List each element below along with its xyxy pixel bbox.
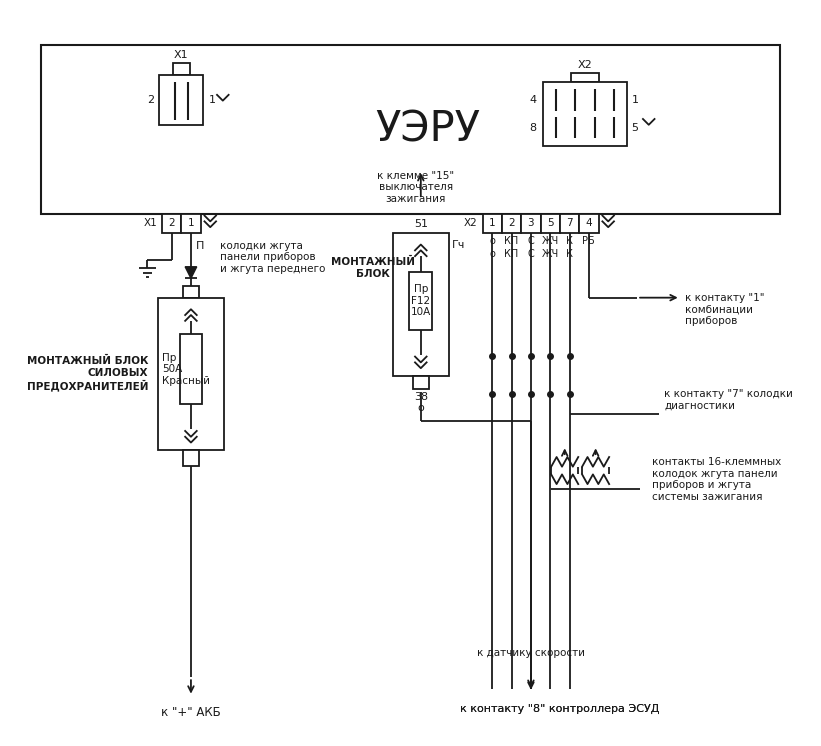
Text: 1: 1 (631, 95, 639, 104)
Text: к контакту "8" контроллера ЭСУД: к контакту "8" контроллера ЭСУД (461, 704, 659, 715)
Bar (158, 298, 224, 451)
Text: ЖЧ: ЖЧ (542, 236, 559, 245)
Text: к контакту "8" контроллера ЭСУД: к контакту "8" контроллера ЭСУД (461, 704, 659, 715)
Text: КП: КП (504, 236, 519, 245)
Text: Гч: Гч (452, 239, 465, 250)
Text: РБ: РБ (582, 236, 595, 245)
Text: к контакту "1"
комбинации
приборов: к контакту "1" комбинации приборов (686, 293, 765, 326)
Text: К: К (566, 236, 573, 245)
Text: контакты 16-клеммных
колодок жгута панели
приборов и жгута
системы зажигания: контакты 16-клеммных колодок жгута панел… (652, 457, 781, 502)
Bar (502, 213, 521, 233)
Text: колодки жгута
панели приборов
и жгута переднего: колодки жгута панели приборов и жгута пе… (220, 241, 325, 274)
Bar (41, 45, 780, 213)
Text: 2: 2 (147, 95, 154, 104)
Text: X2: X2 (578, 60, 593, 69)
Text: 51: 51 (414, 219, 428, 229)
Text: 3: 3 (528, 219, 534, 228)
Text: К: К (566, 249, 573, 259)
Text: X1: X1 (174, 50, 189, 60)
Text: 4: 4 (530, 95, 537, 104)
Bar (409, 272, 433, 330)
Bar (521, 213, 540, 233)
Bar (181, 334, 202, 404)
Text: 8: 8 (530, 122, 537, 133)
Text: Пр
50А
Красный: Пр 50А Красный (162, 353, 210, 386)
Bar (159, 75, 204, 125)
Text: о: о (417, 403, 424, 413)
Text: Х2: Х2 (464, 219, 478, 228)
Text: к контакту "7" колодки
диагностики: к контакту "7" колодки диагностики (664, 389, 793, 410)
Text: УЭРУ: УЭРУ (375, 108, 480, 150)
Text: к "+" АКБ: к "+" АКБ (161, 706, 221, 719)
Bar (413, 376, 429, 389)
Bar (483, 213, 502, 233)
Text: о: о (489, 236, 495, 245)
Bar (183, 286, 199, 298)
Text: 5: 5 (547, 219, 553, 228)
Text: КП: КП (504, 249, 519, 259)
Text: о: о (489, 249, 495, 259)
Text: 2: 2 (168, 219, 175, 228)
Text: к клемме "15"
выключателя
зажигания: к клемме "15" выключателя зажигания (378, 171, 455, 204)
Text: 1: 1 (209, 95, 215, 104)
Text: Пр
F12
10А: Пр F12 10А (410, 284, 431, 317)
Text: П: П (195, 242, 204, 251)
Bar (560, 213, 579, 233)
Text: 4: 4 (585, 219, 592, 228)
Text: 38: 38 (414, 392, 428, 402)
Text: МОНТАЖНЫЙ БЛОК
СИЛОВЫХ
ПРЕДОХРАНИТЕЛЕЙ: МОНТАЖНЫЙ БЛОК СИЛОВЫХ ПРЕДОХРАНИТЕЛЕЙ (27, 357, 149, 392)
Text: С: С (528, 249, 534, 259)
Text: 2: 2 (508, 219, 515, 228)
Bar (543, 82, 627, 146)
Bar (392, 233, 449, 376)
Text: Х1: Х1 (144, 219, 157, 228)
Bar (571, 72, 599, 82)
Text: 7: 7 (566, 219, 573, 228)
Text: к датчику скорости: к датчику скорости (477, 648, 585, 658)
Bar (183, 451, 199, 466)
Text: МОНТАЖНЫЙ
БЛОК: МОНТАЖНЫЙ БЛОК (331, 257, 415, 279)
Bar (172, 63, 190, 75)
Text: 5: 5 (631, 122, 639, 133)
Bar (540, 213, 560, 233)
Bar (162, 213, 181, 233)
Bar (181, 213, 200, 233)
Text: 1: 1 (188, 219, 195, 228)
Polygon shape (186, 267, 197, 278)
Bar (579, 213, 599, 233)
Text: ЖЧ: ЖЧ (542, 249, 559, 259)
Text: С: С (528, 236, 534, 245)
Text: 1: 1 (489, 219, 496, 228)
